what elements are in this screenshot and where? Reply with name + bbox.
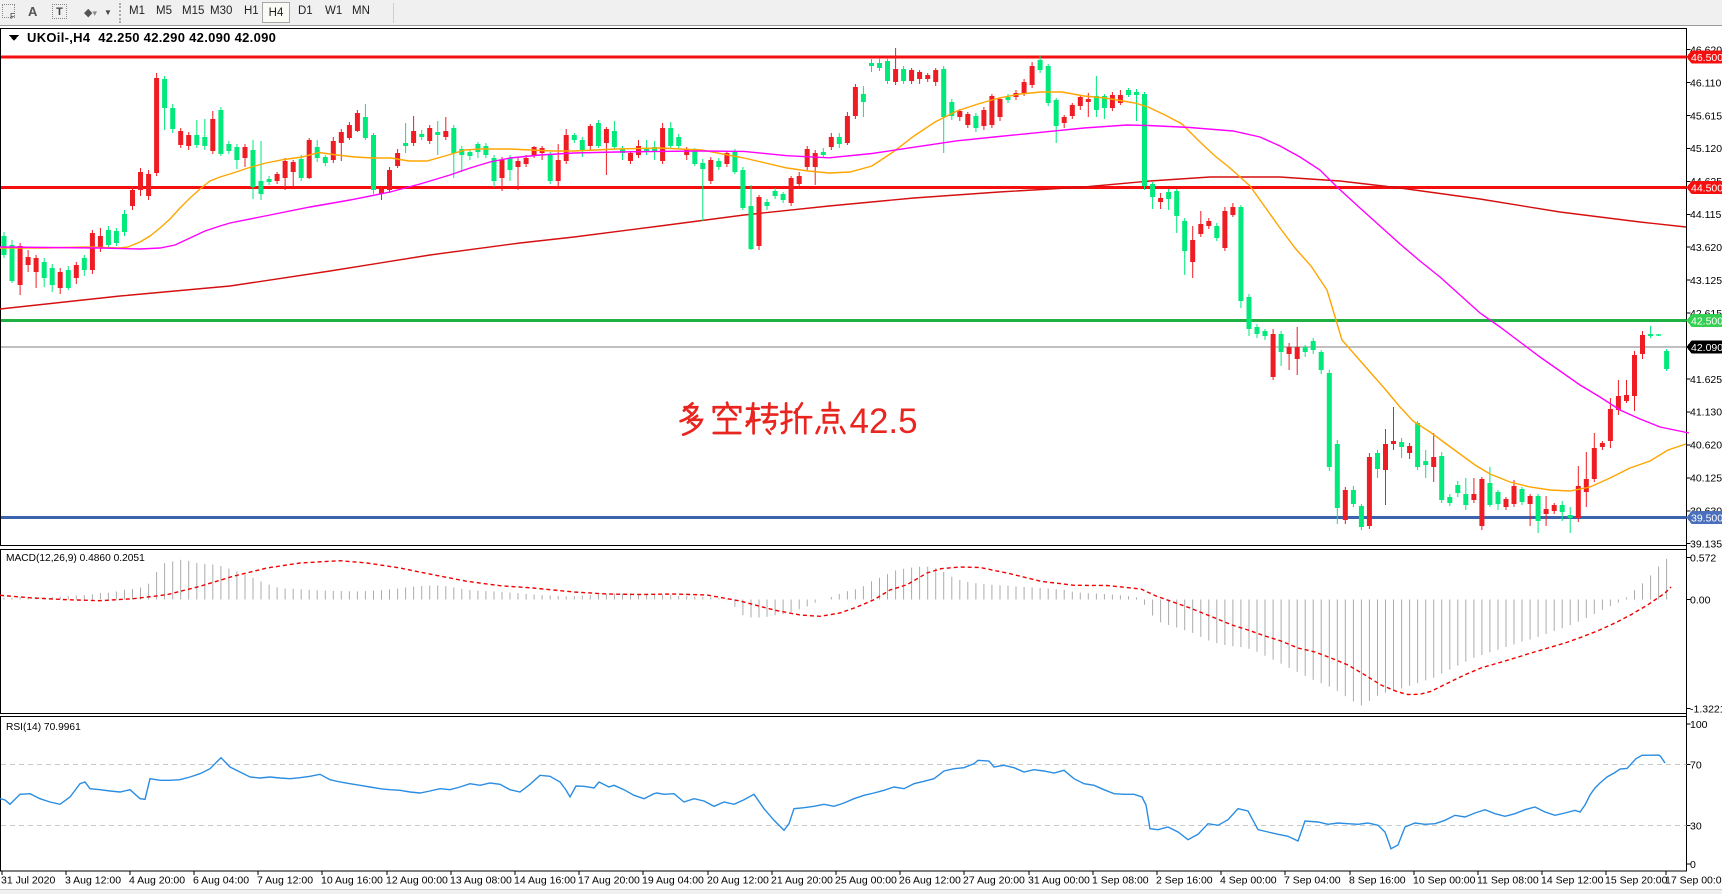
svg-text:31 Aug 00:00: 31 Aug 00:00 [1028, 875, 1090, 887]
svg-text:12 Aug 00:00: 12 Aug 00:00 [386, 875, 448, 887]
svg-text:4 Aug 20:00: 4 Aug 20:00 [129, 875, 185, 887]
svg-text:31 Jul 2020: 31 Jul 2020 [1, 875, 55, 887]
svg-text:7 Sep 04:00: 7 Sep 04:00 [1284, 875, 1341, 887]
svg-text:46.110: 46.110 [1690, 77, 1721, 89]
svg-text:14 Aug 16:00: 14 Aug 16:00 [514, 875, 576, 887]
svg-text:UKOil-,H4 42.250 42.290 42.09: UKOil-,H4 42.250 42.290 42.090 42.090 [27, 30, 276, 45]
svg-text:45.120: 45.120 [1690, 143, 1722, 155]
svg-text:30: 30 [1690, 820, 1702, 832]
svg-text:10 Aug 16:00: 10 Aug 16:00 [321, 875, 383, 887]
svg-text:7 Aug 12:00: 7 Aug 12:00 [257, 875, 313, 887]
svg-text:21 Aug 20:00: 21 Aug 20:00 [771, 875, 833, 887]
svg-text:40.620: 40.620 [1690, 440, 1722, 452]
svg-text:25 Aug 00:00: 25 Aug 00:00 [835, 875, 897, 887]
svg-text:15 Sep 20:00: 15 Sep 20:00 [1605, 875, 1668, 887]
svg-text:45.615: 45.615 [1690, 110, 1722, 122]
svg-text:0: 0 [1690, 859, 1696, 871]
svg-text:44.500: 44.500 [1691, 182, 1722, 194]
svg-text:70: 70 [1690, 759, 1702, 771]
svg-text:26 Aug 12:00: 26 Aug 12:00 [899, 875, 961, 887]
svg-text:27 Aug 20:00: 27 Aug 20:00 [963, 875, 1025, 887]
svg-text:11 Sep 08:00: 11 Sep 08:00 [1477, 875, 1539, 887]
svg-text:13 Aug 08:00: 13 Aug 08:00 [450, 875, 512, 887]
svg-text:100: 100 [1690, 719, 1708, 731]
svg-text:39.500: 39.500 [1691, 512, 1722, 524]
svg-text:39.135: 39.135 [1690, 539, 1722, 551]
svg-text:41.625: 41.625 [1690, 374, 1722, 386]
svg-text:19 Aug 04:00: 19 Aug 04:00 [642, 875, 704, 887]
svg-text:41.130: 41.130 [1690, 407, 1722, 419]
svg-text:MACD(12,26,9) 0.4860 0.2051: MACD(12,26,9) 0.4860 0.2051 [6, 553, 145, 564]
svg-text:42.090: 42.090 [1691, 342, 1722, 354]
svg-text:14 Sep 12:00: 14 Sep 12:00 [1541, 875, 1604, 887]
svg-text:0.00: 0.00 [1690, 594, 1711, 606]
svg-text:4 Sep 00:00: 4 Sep 00:00 [1220, 875, 1277, 887]
svg-text:44.115: 44.115 [1690, 209, 1721, 221]
svg-text:0.572: 0.572 [1690, 552, 1716, 564]
svg-text:1 Sep 08:00: 1 Sep 08:00 [1092, 875, 1149, 887]
svg-text:20 Aug 12:00: 20 Aug 12:00 [707, 875, 769, 887]
svg-text:42.500: 42.500 [1691, 315, 1722, 327]
svg-text:3 Aug 12:00: 3 Aug 12:00 [65, 875, 121, 887]
svg-text:10 Sep 00:00: 10 Sep 00:00 [1413, 875, 1476, 887]
svg-text:RSI(14) 70.9961: RSI(14) 70.9961 [6, 722, 81, 733]
svg-text:43.125: 43.125 [1690, 275, 1722, 287]
svg-text:40.125: 40.125 [1690, 473, 1722, 485]
svg-text:6 Aug 04:00: 6 Aug 04:00 [193, 875, 249, 887]
svg-text:43.620: 43.620 [1690, 242, 1722, 254]
svg-text:17 Sep 00:00: 17 Sep 00:00 [1665, 875, 1722, 887]
svg-text:42.5: 42.5 [850, 402, 918, 441]
svg-text:46.500: 46.500 [1691, 52, 1722, 64]
svg-text:2 Sep 16:00: 2 Sep 16:00 [1156, 875, 1213, 887]
svg-text:8 Sep 16:00: 8 Sep 16:00 [1349, 875, 1406, 887]
svg-text:17 Aug 20:00: 17 Aug 20:00 [578, 875, 640, 887]
